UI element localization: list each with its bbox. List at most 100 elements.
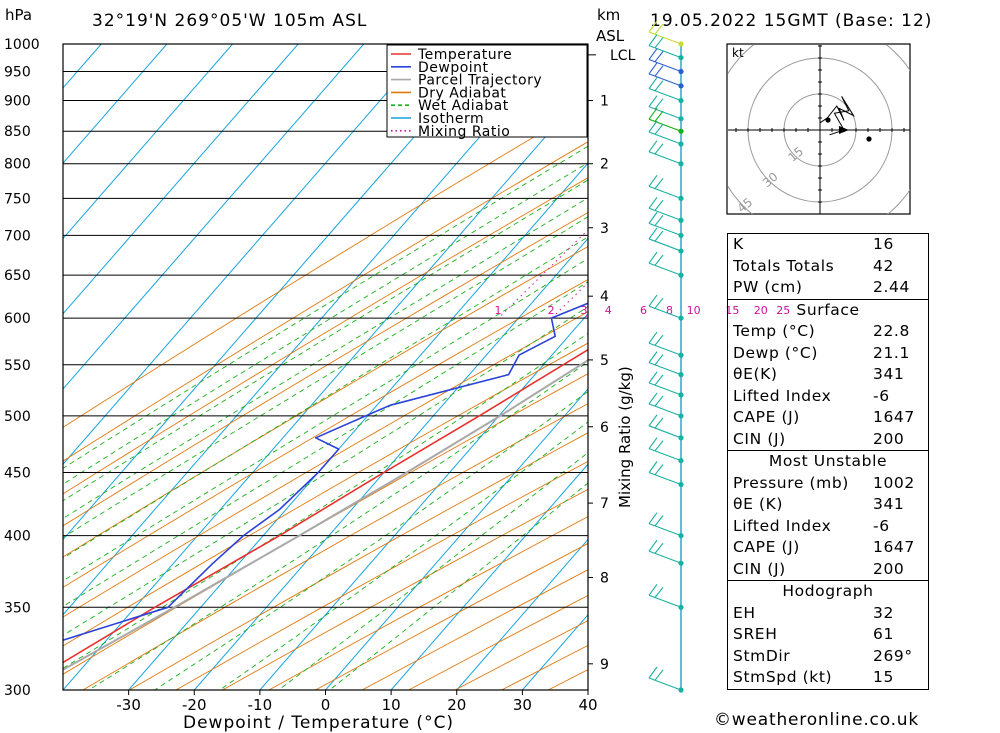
wind-barb	[648, 62, 684, 89]
index-row: StmSpd (kt) 15	[728, 667, 928, 689]
legend-label: Dewpoint	[418, 60, 489, 76]
index-value: 1002	[873, 473, 915, 492]
index-key: PW (cm)	[733, 278, 803, 296]
pressure-tick-label: 500	[4, 409, 31, 425]
hpa-unit-label: hPa	[5, 6, 32, 24]
index-key: StmSpd (kt)	[733, 668, 833, 686]
x-tick-label: 30	[513, 696, 532, 714]
wind-barb	[648, 539, 684, 566]
index-row: Temp (°C) 22.8	[728, 321, 928, 343]
pressure-tick-label: 950	[4, 65, 31, 81]
index-value: 269°	[873, 646, 913, 665]
hodograph-start-point	[825, 117, 831, 123]
pressure-tick-label: 400	[4, 529, 31, 545]
index-row: EH 32	[728, 603, 928, 625]
isotherm-line	[456, 538, 588, 690]
index-value: -6	[873, 516, 890, 535]
storm-motion-arrow	[839, 126, 849, 134]
pressure-tick-label: 650	[4, 268, 31, 284]
hodograph-ring-label: 45	[735, 195, 756, 216]
pressure-tick-label: 850	[4, 124, 31, 140]
legend-label: Temperature	[417, 47, 512, 63]
index-row: Lifted Index -6	[728, 516, 928, 538]
legend-label: Mixing Ratio	[418, 124, 510, 140]
pressure-tick-label: 600	[4, 311, 31, 327]
index-key: EH	[733, 603, 756, 622]
wind-barb	[648, 95, 684, 122]
hodograph-trace	[819, 96, 855, 136]
hodograph-unit: kt	[732, 46, 744, 60]
isotherm-line	[63, 44, 496, 541]
x-tick-label: -10	[248, 696, 273, 714]
pressure-tick-label: 700	[4, 228, 31, 244]
dry-adiabat-line	[63, 278, 588, 588]
most-unstable-title: Most Unstable	[768, 452, 888, 470]
asl-unit-label: ASL	[596, 27, 625, 45]
index-key: CIN (J)	[733, 429, 786, 448]
index-row: CIN (J) 200	[728, 429, 928, 451]
mixing-ratio-label: 4	[605, 304, 612, 317]
hodograph-stats-box: Hodograph EH 32 SREH 61 StmDir 269° StmSpd (kt…	[728, 580, 928, 689]
index-key: Dewp (°C)	[733, 343, 818, 362]
km-tick-label: 2	[600, 157, 609, 173]
wind-barb	[648, 227, 684, 254]
dry-adiabat-line	[175, 460, 588, 690]
wind-barb	[648, 437, 684, 464]
index-value: 200	[873, 429, 905, 448]
mixing-ratio-label: 10	[687, 304, 701, 317]
plot-frame	[62, 43, 589, 691]
index-key: StmDir	[733, 646, 791, 665]
mixing-ratio-axis-title: Mixing Ratio (g/kg)	[616, 366, 634, 508]
x-tick-label: 0	[321, 696, 331, 714]
index-row: Dewp (°C) 21.1	[728, 343, 928, 365]
mixing-ratio-label: 15	[725, 304, 739, 317]
hodograph-stats-title: Hodograph	[782, 582, 874, 600]
pressure-tick-label: 300	[4, 683, 31, 699]
wind-barb	[648, 20, 684, 47]
wet-adiabat-line	[154, 390, 588, 690]
indices-panel: K 16 Totals Totals 42 PW (cm) 2.44 Surface Te…	[727, 233, 929, 690]
wind-barb	[648, 120, 684, 147]
wind-barb	[648, 140, 684, 167]
index-row: CAPE (J) 1647	[728, 407, 928, 429]
wind-barb	[648, 212, 684, 238]
isotherm-line	[259, 312, 588, 690]
km-unit-label: km	[597, 6, 620, 24]
wind-barb	[648, 251, 684, 278]
mixing-ratio-label: 20	[754, 304, 768, 317]
isotherm-line	[193, 237, 588, 690]
site-credit: ©weatheronline.co.uk	[714, 710, 920, 730]
wind-barb	[648, 583, 684, 610]
isotherm-line	[63, 44, 430, 465]
x-tick-label: -30	[116, 696, 141, 714]
index-row: StmDir 269°	[728, 646, 928, 668]
km-tick-label: 5	[600, 353, 609, 369]
km-tick-label: 1	[600, 94, 609, 110]
index-row: CAPE (J) 1647	[728, 537, 928, 559]
index-key: Totals Totals	[733, 256, 835, 275]
pressure-tick-label: 450	[4, 465, 31, 481]
km-tick-label: 6	[600, 420, 609, 436]
wet-adiabat-line	[63, 179, 588, 502]
wind-barb	[648, 175, 684, 201]
wet-adiabat-line	[63, 281, 588, 607]
surface-title: Surface	[796, 300, 860, 319]
x-tick-label: 20	[447, 696, 466, 714]
index-value: 15	[873, 668, 894, 686]
wind-barb-column	[648, 20, 684, 693]
wet-adiabat-line	[63, 332, 588, 669]
index-row: SREH 61	[728, 624, 928, 646]
index-value: 341	[873, 495, 905, 513]
datetime-title: 19.05.2022 15GMT (Base: 12)	[650, 11, 932, 31]
index-key: θE (K)	[733, 495, 784, 513]
km-tick-label: 7	[600, 496, 609, 512]
most-unstable-box: Most Unstable Pressure (mb) 1002 θE (K) 341…	[728, 450, 928, 580]
legend-label: Dry Adiabat	[418, 85, 506, 101]
index-value: -6	[873, 386, 890, 405]
index-key: Temp (°C)	[733, 322, 816, 340]
parcel-trajectory-line	[63, 359, 588, 671]
index-row: Pressure (mb) 1002	[728, 473, 928, 495]
storm-motion-point	[866, 136, 872, 142]
pressure-tick-label: 350	[4, 600, 31, 616]
